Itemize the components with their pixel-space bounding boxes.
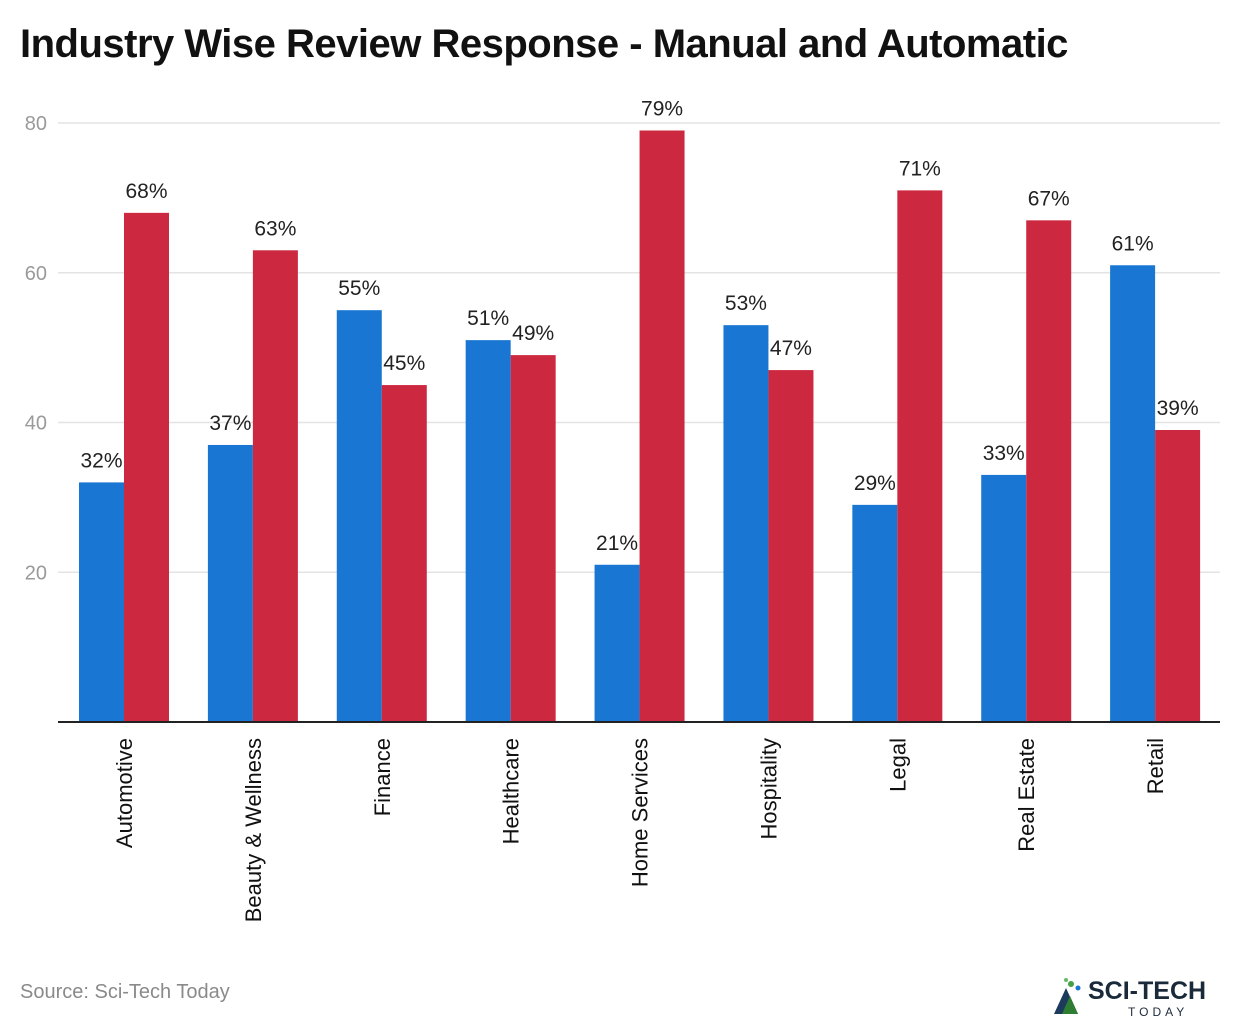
bar-manual (207, 444, 253, 722)
category-label: Real Estate (1014, 738, 1039, 852)
data-label-manual: 32% (80, 449, 122, 472)
bar-manual (852, 504, 898, 722)
category-label: Hospitality (756, 738, 781, 839)
data-labels: 32% 68% 37% 63% 55% 45% 51%49% 21% 79% 53%47% 29% 7… (80, 97, 1198, 554)
data-label-manual: 33% (983, 442, 1025, 465)
data-label-automatic: 68% (125, 180, 167, 203)
logo-tagline: TODAY (1128, 1005, 1188, 1019)
logo-name: SCI-TECH (1088, 977, 1206, 1005)
bar-manual (594, 564, 640, 722)
data-label-manual: 37% (209, 412, 251, 435)
data-label-automatic: 49% (512, 322, 554, 345)
category-label: Legal (885, 738, 910, 792)
data-label-manual: 51% (467, 307, 509, 330)
data-label-manual: 55% (338, 277, 380, 300)
source-note: Source: Sci-Tech Today (20, 981, 230, 1003)
bar-automatic (1155, 429, 1201, 722)
category-label: Home Services (628, 738, 653, 887)
category-label: Retail (1143, 738, 1168, 794)
bar-automatic (381, 385, 427, 722)
bar-manual (465, 340, 511, 722)
data-label-manual: 29% (854, 472, 896, 495)
bar-automatic (1026, 220, 1072, 722)
category-label: Healthcare (499, 738, 524, 844)
bar-automatic (252, 250, 298, 722)
bar-manual (1110, 265, 1156, 722)
category-label: Automotive (112, 738, 137, 848)
data-label-manual: 21% (596, 532, 638, 555)
data-label-automatic: 47% (770, 337, 812, 360)
bar-automatic (897, 190, 943, 722)
data-label-automatic: 63% (254, 217, 296, 240)
bars (79, 130, 1201, 723)
y-tick-label: 80 (25, 113, 47, 135)
chart-title: Industry Wise Review Response - Manual a… (20, 22, 1068, 66)
category-labels: Automotive Beauty & Wellness Finance Health… (112, 738, 1168, 922)
y-tick-label: 20 (25, 562, 47, 584)
data-label-manual: 53% (725, 292, 767, 315)
data-label-automatic: 71% (899, 157, 941, 180)
bar-automatic (124, 212, 169, 722)
y-tick-label: 40 (25, 413, 47, 435)
data-label-automatic: 79% (641, 97, 683, 120)
bar-manual (336, 310, 382, 722)
bar-manual (723, 325, 769, 722)
bar-automatic (768, 370, 814, 722)
data-label-automatic: 67% (1028, 187, 1070, 210)
data-label-automatic: 39% (1157, 397, 1199, 420)
data-label-automatic: 45% (383, 352, 425, 375)
sci-tech-logo[interactable]: SCI-TECH TODAY (1052, 974, 1230, 1020)
logo-mark-icon (1054, 978, 1081, 1014)
category-label: Finance (370, 738, 395, 816)
bar-manual (79, 482, 124, 722)
category-label: Beauty & Wellness (241, 738, 266, 922)
bar-manual (981, 474, 1027, 722)
bar-automatic (510, 355, 556, 722)
y-tick-label: 60 (25, 263, 47, 285)
bar-automatic (639, 130, 685, 723)
data-label-manual: 61% (1112, 232, 1154, 255)
